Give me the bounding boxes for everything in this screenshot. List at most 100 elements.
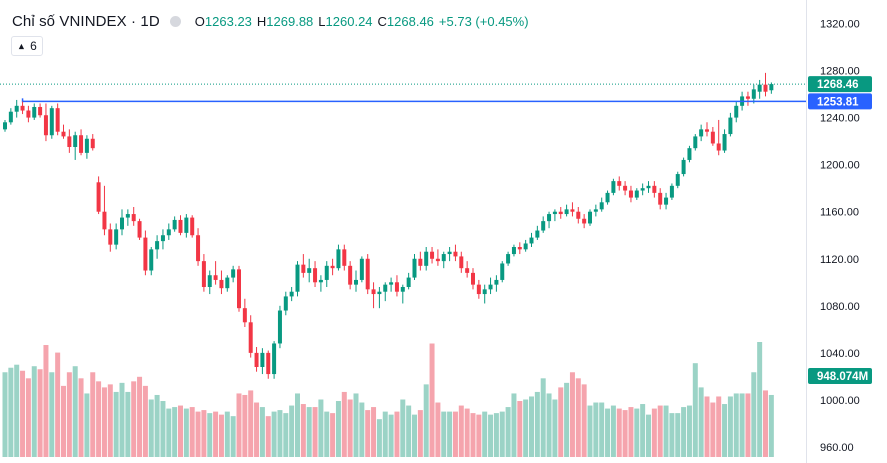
candle [757, 84, 762, 92]
volume-bar [224, 411, 230, 457]
volume-bar [499, 411, 505, 457]
volume-bar [733, 393, 739, 457]
low-label: L [318, 13, 326, 29]
volume-bar [657, 405, 663, 457]
candle [190, 217, 195, 236]
candle [640, 188, 645, 191]
volume-bar [529, 396, 534, 457]
candle [26, 110, 31, 118]
volume-bar [745, 393, 751, 457]
volume-bar [371, 407, 377, 457]
candle [318, 279, 323, 283]
volume-bar [20, 370, 26, 457]
candle [137, 221, 142, 238]
change-value: +5.73 (+0.45%) [438, 13, 529, 29]
candle [745, 96, 750, 99]
volume-bar [569, 372, 575, 457]
volume-bar [622, 410, 628, 457]
candle [225, 277, 230, 289]
volume-bar [189, 407, 195, 457]
volume-bar [412, 414, 417, 457]
candle [231, 269, 236, 278]
candle [722, 134, 727, 151]
volume-bar [406, 405, 412, 457]
volume-tag: 948.074M [817, 371, 868, 383]
volume-bar [37, 369, 43, 457]
candle [201, 261, 206, 287]
candle [172, 219, 177, 230]
volume-bar [283, 413, 289, 457]
volume-bar [476, 414, 482, 457]
candle [628, 190, 633, 198]
candle [254, 352, 259, 367]
candle [500, 263, 505, 280]
candle [506, 254, 511, 264]
volume-bar [441, 411, 447, 457]
candle [769, 84, 774, 91]
candle [488, 284, 493, 290]
volume-bar [669, 413, 675, 457]
candle [213, 275, 218, 280]
candle [535, 230, 540, 238]
symbol-title[interactable]: Chỉ số VNINDEX · 1D [12, 12, 160, 30]
candle [517, 247, 522, 250]
volume-bar [593, 402, 599, 457]
volume-bar [394, 411, 400, 457]
candle [20, 105, 25, 111]
volume-bar [517, 401, 523, 457]
candle [354, 279, 358, 285]
candle [14, 105, 19, 112]
y-tick-label: 960.00 [820, 442, 854, 454]
candle [728, 117, 733, 135]
candle [365, 258, 370, 290]
volume-bar [101, 387, 107, 457]
candle [289, 291, 294, 297]
volume-bar [546, 393, 552, 457]
volume-bar [429, 343, 435, 457]
candle [272, 343, 277, 375]
indicator-count: 6 [30, 39, 37, 53]
candle [8, 111, 13, 123]
volume-bar [61, 385, 66, 457]
volume-bar [306, 407, 312, 457]
volume-bar [646, 414, 651, 457]
candle [611, 181, 616, 193]
candle [125, 214, 130, 218]
volume-bar [686, 405, 692, 457]
candle [664, 197, 669, 205]
candle [710, 131, 715, 144]
candle [38, 107, 43, 116]
low-value: 1260.24 [325, 13, 373, 29]
candle [588, 211, 592, 224]
candle [511, 247, 516, 255]
volume-bar [482, 411, 488, 457]
candle [734, 105, 739, 118]
candle [114, 229, 119, 245]
volume-bar [417, 410, 423, 457]
candle [681, 159, 686, 175]
candle [465, 268, 470, 273]
candle [389, 282, 394, 285]
volume-bar [154, 394, 160, 457]
volume-bar [254, 402, 260, 457]
candle [699, 129, 704, 137]
volume-bar [107, 384, 113, 457]
candle [336, 249, 341, 269]
candle [412, 258, 417, 278]
volume-bar [230, 416, 236, 457]
horizontal-line-tag-bg [808, 93, 872, 110]
y-tick-label: 1280.00 [820, 66, 860, 78]
indicators-toggle-button[interactable]: ▼ 6 [11, 36, 43, 56]
candle [242, 308, 247, 323]
candle [623, 185, 628, 191]
candle [277, 310, 282, 344]
volume-bar [511, 393, 517, 457]
market-status-icon [169, 15, 181, 27]
volume-bars [2, 342, 774, 457]
volume-bar [125, 391, 131, 457]
candle [166, 229, 171, 236]
volume-bar [335, 401, 341, 457]
volume-bar [178, 405, 183, 457]
